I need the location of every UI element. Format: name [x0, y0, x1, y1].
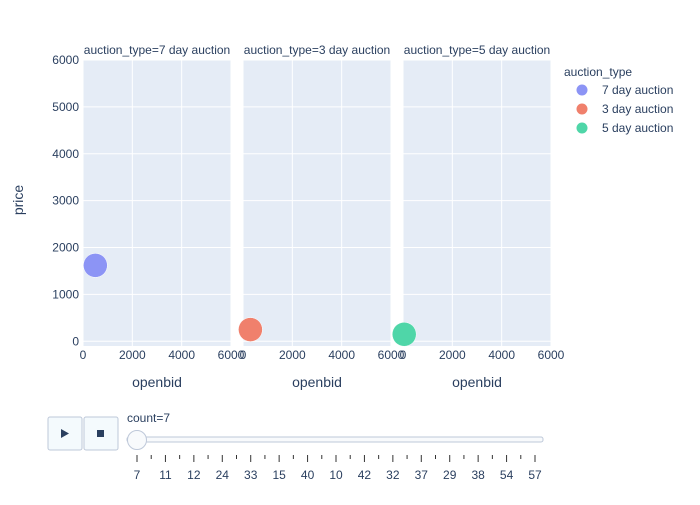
- legend-item[interactable]: 3 day auction: [576, 102, 674, 116]
- slider-current-value: count=7: [127, 411, 170, 425]
- facet-title: auction_type=7 day auction: [84, 43, 230, 57]
- x-axis-title: openbid: [292, 374, 342, 390]
- slider-step-label[interactable]: 37: [415, 468, 429, 482]
- legend: auction_type 7 day auction 3 day auction 5 …: [564, 65, 673, 135]
- slider-step-label[interactable]: 7: [134, 468, 141, 482]
- y-tick-label: 1000: [52, 287, 79, 301]
- x-tick-label: 4000: [488, 348, 515, 362]
- x-tick-label: 4000: [168, 348, 195, 362]
- facet-panel-3: 0 2000 4000 6000 openbid auction_type=5 day a…: [391, 43, 565, 390]
- facet-panel-1: 0 2000 4000 60000100020003000400050006000op…: [52, 43, 244, 390]
- slider-step-label[interactable]: 12: [187, 468, 201, 482]
- x-axis-title: openbid: [452, 374, 502, 390]
- plot-background: [403, 60, 551, 346]
- slider-step-label[interactable]: 10: [329, 468, 343, 482]
- y-axis-title: price: [10, 185, 26, 216]
- legend-marker: [576, 84, 588, 96]
- slider-step-label[interactable]: 15: [272, 468, 286, 482]
- play-button[interactable]: [47, 416, 83, 451]
- facet-panel-2: 0 2000 4000 6000 openbid auction_type=3 day a…: [238, 43, 405, 390]
- legend-label: 7 day auction: [602, 83, 673, 97]
- x-tick-label: 0: [80, 348, 87, 362]
- legend-title: auction_type: [564, 65, 632, 79]
- x-axis-title: openbid: [132, 374, 182, 390]
- slider-step-label[interactable]: 11: [159, 468, 172, 482]
- slider-step-label[interactable]: 42: [358, 468, 372, 482]
- x-tick-label: 6000: [378, 348, 405, 362]
- slider-step-label[interactable]: 38: [471, 468, 485, 482]
- y-tick-label: 6000: [52, 53, 79, 67]
- x-tick-label: 0: [240, 348, 247, 362]
- y-tick-label: 2000: [52, 241, 79, 255]
- data-point: [391, 322, 417, 347]
- animation-controls: count=7 7 11 12 24 33 15 40 10 42 32 37 29 38 54 57: [47, 411, 544, 482]
- slider-step-label[interactable]: 57: [528, 468, 542, 482]
- slider-rail[interactable]: [126, 436, 544, 443]
- slider-step-label[interactable]: 54: [500, 468, 514, 482]
- x-tick-label: 6000: [538, 348, 565, 362]
- stop-button[interactable]: [83, 416, 119, 451]
- slider-step-label[interactable]: 40: [301, 468, 315, 482]
- plot-background: [243, 60, 391, 346]
- facet-title: auction_type=3 day auction: [244, 43, 390, 57]
- data-point: [83, 253, 108, 278]
- legend-marker: [576, 103, 588, 115]
- facet-title: auction_type=5 day auction: [404, 43, 550, 57]
- legend-item[interactable]: 5 day auction: [576, 121, 674, 135]
- slider-step-label[interactable]: 29: [443, 468, 457, 482]
- facet-panels: 0 2000 4000 60000100020003000400050006000op…: [52, 43, 564, 390]
- x-tick-label: 4000: [328, 348, 355, 362]
- play-icon: [61, 429, 69, 438]
- legend-label: 3 day auction: [602, 102, 673, 116]
- x-tick-label: 2000: [279, 348, 306, 362]
- y-tick-label: 5000: [52, 100, 79, 114]
- legend-marker: [576, 122, 588, 134]
- plot-background: [83, 60, 231, 346]
- data-point: [238, 317, 263, 342]
- y-tick-label: 3000: [52, 194, 79, 208]
- slider-step-label[interactable]: 33: [244, 468, 258, 482]
- stop-icon: [97, 430, 104, 437]
- legend-label: 5 day auction: [602, 121, 673, 135]
- x-tick-label: 2000: [439, 348, 466, 362]
- x-tick-label: 2000: [119, 348, 146, 362]
- slider-handle[interactable]: [127, 430, 147, 450]
- legend-item[interactable]: 7 day auction: [576, 83, 674, 97]
- y-tick-label: 4000: [52, 147, 79, 161]
- slider-step-label[interactable]: 32: [386, 468, 400, 482]
- x-tick-label: 6000: [218, 348, 245, 362]
- slider-step-label[interactable]: 24: [216, 468, 230, 482]
- x-tick-label: 0: [400, 348, 407, 362]
- y-tick-label: 0: [72, 334, 79, 348]
